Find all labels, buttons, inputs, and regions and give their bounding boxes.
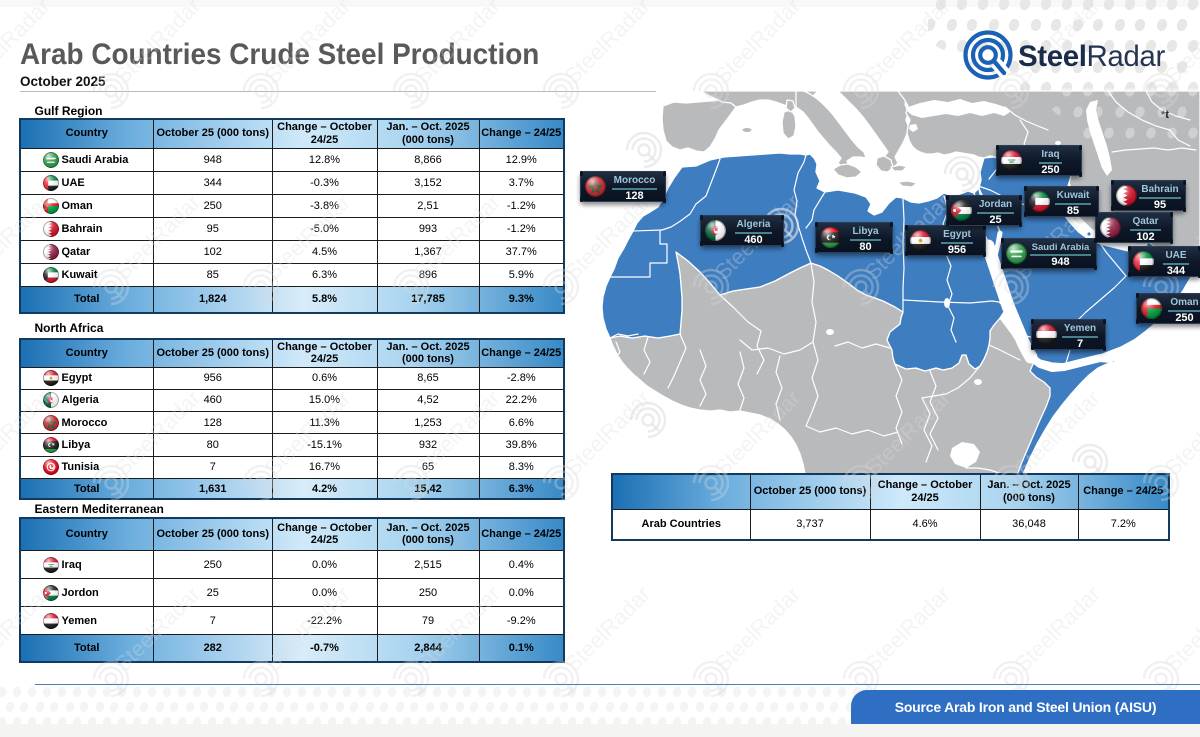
svg-text:*t: *t: [1161, 109, 1169, 121]
svg-text:SteelRadar: SteelRadar: [1018, 40, 1165, 73]
